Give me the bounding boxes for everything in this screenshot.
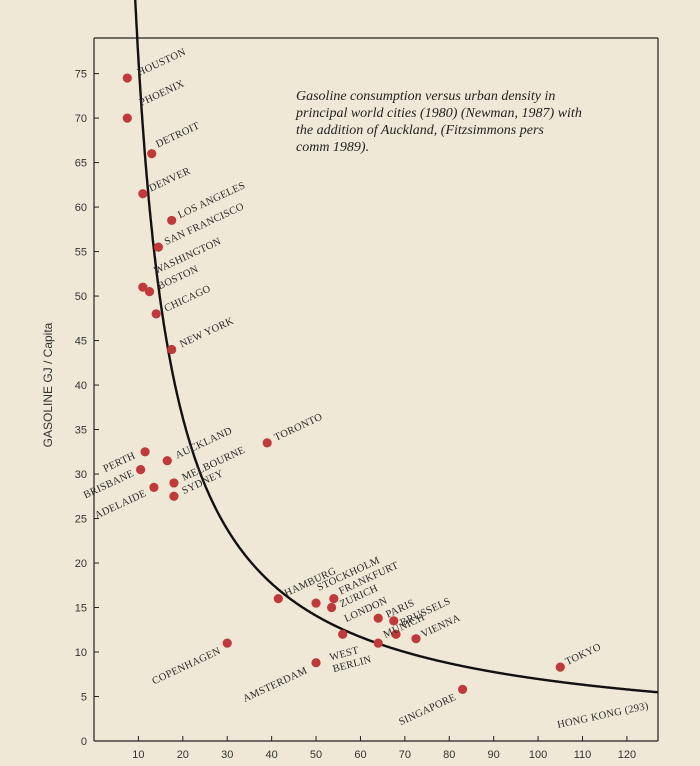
data-point-frankfurt (329, 594, 339, 604)
x-tick-label: 60 (354, 749, 366, 761)
y-tick-label: 0 (81, 736, 87, 748)
data-point-adelaide (149, 482, 159, 492)
x-tick-label: 30 (221, 749, 233, 761)
data-point-chicago (151, 309, 161, 319)
data-point-toronto (262, 438, 272, 448)
y-tick-label: 75 (75, 69, 87, 81)
data-point-auckland (162, 456, 172, 466)
y-tick-label: 50 (75, 291, 87, 303)
y-tick-label: 45 (75, 336, 87, 348)
x-tick-label: 40 (266, 749, 278, 761)
data-point-tokyo (555, 662, 565, 672)
data-point-west-berlin (338, 629, 348, 639)
data-points (122, 73, 565, 694)
data-point-detroit (147, 149, 157, 159)
data-point-singapore (457, 684, 468, 694)
annotation-line: comm 1989). (296, 140, 369, 155)
x-tick-label: 50 (310, 749, 322, 761)
x-tick-label: 10 (132, 749, 144, 761)
data-point-paris (389, 616, 399, 626)
x-tick-label: 110 (574, 749, 592, 761)
x-tick-label: 100 (529, 749, 547, 761)
x-tick-label: 120 (618, 749, 636, 761)
y-tick-label: 60 (75, 202, 87, 214)
y-tick-label: 25 (75, 514, 87, 526)
axes (93, 37, 659, 742)
data-point-brisbane (136, 464, 146, 475)
data-point-perth (140, 447, 150, 457)
data-point-san-francisco (153, 242, 163, 252)
data-point-sydney (169, 491, 179, 501)
data-point-boston (144, 287, 155, 297)
annotation-line: the addition of Auckland, (Fitzsimmons p… (296, 123, 544, 138)
data-point-new-york (167, 344, 177, 355)
y-tick-label: 20 (75, 558, 87, 570)
y-tick-label: 65 (75, 158, 87, 170)
x-tick-label: 20 (177, 749, 189, 761)
y-tick-label: 5 (81, 692, 87, 704)
y-tick-label: 40 (75, 380, 87, 392)
data-point-denver (138, 189, 148, 199)
y-axis-label: GASOLINE GJ / Capita (41, 322, 55, 447)
chart-annotation: Gasoline consumption versus urban densit… (295, 89, 582, 155)
y-tick-label: 55 (75, 247, 87, 259)
data-point-los-angeles (167, 215, 177, 226)
data-point-london (373, 613, 383, 623)
x-tick-label: 80 (443, 749, 455, 761)
y-axis-ticks: 0 5 10 15 20 25 30 35 40 45 50 55 60 65 70 75 (75, 69, 99, 748)
y-tick-label: 10 (75, 647, 87, 659)
data-point-houston (122, 73, 132, 83)
trend-curve (134, 0, 658, 694)
data-point-phoenix (122, 113, 132, 123)
data-point-stockholm (311, 598, 321, 608)
x-tick-label: 90 (488, 749, 500, 761)
annotation-line: Gasoline consumption versus urban densit… (296, 89, 555, 104)
y-tick-label: 35 (75, 425, 87, 437)
y-tick-label: 70 (75, 113, 87, 125)
y-tick-label: 15 (75, 603, 87, 615)
data-point-hamburg (273, 594, 283, 604)
data-point-copenhagen (222, 638, 232, 648)
data-point-zurich (326, 602, 337, 613)
data-point-amsterdam (311, 658, 321, 668)
x-tick-label: 70 (399, 749, 411, 761)
x-axis-ticks: 10 20 30 40 50 60 70 80 90 100 110 120 (132, 736, 636, 761)
data-point-washington (138, 282, 148, 292)
data-point-melbourne (169, 478, 179, 488)
data-point-vienna (411, 634, 421, 644)
y-tick-label: 30 (75, 469, 87, 481)
data-point-munich (373, 638, 383, 648)
data-point-brussels (391, 629, 401, 639)
annotation-line: principal world cities (1980) (Newman, 1… (295, 106, 582, 121)
